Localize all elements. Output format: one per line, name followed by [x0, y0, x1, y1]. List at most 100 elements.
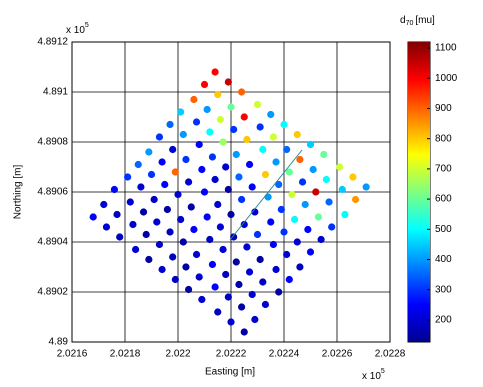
point: [216, 223, 224, 231]
offset-base: x 10: [362, 371, 381, 382]
point: [134, 160, 142, 169]
point: [269, 133, 277, 141]
point: [235, 173, 243, 181]
x-tick-label: 2.0218: [110, 349, 141, 360]
point: [182, 155, 190, 164]
point: [240, 113, 248, 121]
colorbar-tick-label: 400: [435, 254, 452, 265]
point: [200, 80, 209, 89]
point: [169, 145, 177, 154]
point: [232, 258, 240, 266]
point: [100, 200, 108, 209]
point: [309, 165, 317, 174]
point: [200, 188, 209, 196]
point: [269, 240, 277, 249]
x-tick-label: 2.0228: [375, 349, 406, 360]
point: [192, 118, 201, 126]
point: [219, 138, 227, 146]
point: [293, 238, 301, 246]
point: [362, 183, 370, 191]
point: [214, 90, 222, 99]
point: [89, 213, 97, 221]
point: [248, 183, 256, 191]
point: [142, 230, 150, 239]
y-tick-label: 4.8906: [37, 187, 68, 198]
point: [230, 125, 238, 134]
point: [211, 175, 219, 184]
y-tick-label: 4.8908: [37, 137, 68, 148]
point: [306, 140, 315, 149]
colorbar-tick-label: 700: [435, 164, 452, 175]
point: [272, 265, 280, 274]
colorbar-title-subscript: 70: [406, 20, 414, 27]
x-offset-text: x 105: [362, 368, 385, 382]
point: [243, 135, 251, 144]
point: [206, 235, 214, 244]
point: [240, 328, 248, 336]
point: [214, 308, 222, 316]
point: [264, 193, 272, 201]
point: [280, 228, 288, 236]
point: [116, 233, 124, 241]
point: [227, 318, 235, 326]
y-tick-label: 4.89: [49, 337, 69, 348]
point: [293, 130, 301, 139]
point: [243, 243, 251, 251]
point: [203, 213, 211, 221]
offset-base: x 10: [66, 25, 85, 36]
point: [110, 185, 118, 194]
point: [198, 165, 206, 174]
point: [267, 218, 275, 226]
point: [132, 245, 140, 254]
point: [155, 240, 164, 249]
x-axis-label: Easting [m]: [205, 367, 255, 378]
point: [185, 285, 193, 294]
profile-line: [229, 149, 303, 241]
point: [288, 190, 296, 199]
point: [161, 180, 169, 189]
point: [182, 263, 190, 271]
point: [238, 195, 246, 204]
point: [190, 225, 198, 234]
x-tick-label: 2.0222: [216, 349, 247, 360]
point: [240, 220, 248, 229]
point: [195, 273, 203, 281]
colorbar: [408, 42, 430, 342]
point: [256, 255, 264, 264]
point: [198, 295, 206, 304]
point: [259, 145, 267, 154]
offset-exponent: 5: [85, 22, 89, 29]
point: [272, 158, 280, 166]
point: [251, 315, 259, 324]
point: [349, 173, 357, 181]
y-offset-text: x 105: [66, 22, 89, 36]
point: [261, 300, 270, 309]
point: [251, 208, 259, 216]
point: [102, 223, 111, 231]
point: [177, 215, 185, 224]
axes-frame: [71, 41, 391, 343]
point: [158, 265, 166, 274]
point: [145, 255, 153, 264]
point: [338, 185, 346, 194]
point: [238, 303, 246, 311]
point: [208, 153, 217, 161]
point: [166, 120, 174, 129]
point: [261, 170, 270, 179]
point: [174, 190, 182, 199]
point: [248, 290, 256, 299]
x-tick-label: 2.0224: [269, 349, 300, 360]
point: [227, 103, 235, 111]
point: [277, 205, 285, 214]
point: [219, 245, 227, 254]
point: [235, 280, 243, 289]
point: [312, 188, 320, 196]
point: [341, 210, 349, 219]
point: [190, 95, 198, 104]
point: [222, 270, 230, 279]
y-tick-label: 4.8912: [37, 37, 68, 48]
point: [230, 233, 238, 241]
point: [328, 223, 336, 231]
point: [227, 210, 235, 219]
